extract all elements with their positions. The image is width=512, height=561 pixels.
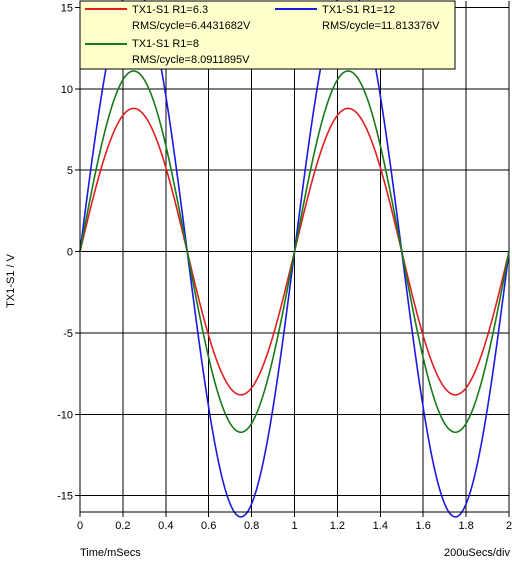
x-tick-label: 1 (291, 520, 297, 532)
x-tick-label: 1.2 (330, 520, 345, 532)
legend-rms-series-1: RMS/cycle=6.4431682V (132, 20, 251, 32)
x-tick-label: 0 (77, 520, 83, 532)
legend-label-series-1: TX1-S1 R1=6.3 (132, 4, 208, 16)
y-tick-label: 5 (67, 165, 73, 177)
legend-label-series-3: TX1-S1 R1=8 (132, 38, 199, 50)
y-tick-label: -5 (63, 328, 73, 340)
y-axis-label: TX1-S1 / V (5, 253, 17, 307)
y-tick-label: 0 (67, 247, 73, 259)
y-tick-label: 15 (61, 3, 73, 15)
y-tick-label: -15 (57, 491, 73, 503)
x-tick-label: 0.8 (244, 520, 259, 532)
y-tick-label: -10 (57, 409, 73, 421)
legend-rms-series-2: RMS/cycle=11.813376V (322, 20, 440, 32)
legend-label-series-2: TX1-S1 R1=12 (322, 4, 395, 16)
x-tick-labels: 0 0.2 0.4 0.6 0.8 1 1.2 1.4 1.6 1.8 2 (77, 520, 512, 532)
legend: TX1-S1 R1=6.3 RMS/cycle=6.4431682V TX1-S… (79, 0, 456, 70)
y-tick-labels: -15 -10 -5 0 5 10 15 (57, 3, 73, 503)
x-scale-note: 200uSecs/div (444, 547, 511, 559)
x-tick-label: 0.4 (158, 520, 173, 532)
x-tick-label: 1.8 (458, 520, 473, 532)
plot-frame (75, 1, 510, 517)
x-tick-label: 1.4 (373, 520, 388, 532)
x-axis-label: Time/mSecs (80, 547, 141, 559)
x-tick-label: 1.6 (416, 520, 431, 532)
legend-box (79, 0, 456, 70)
x-tick-label: 0.6 (201, 520, 216, 532)
series-line-3 (79, 70, 510, 434)
y-tick-label: 10 (61, 84, 73, 96)
legend-rms-series-3: RMS/cycle=8.0911895V (132, 54, 250, 66)
x-tick-label: 2 (506, 520, 512, 532)
x-tick-label: 0.2 (115, 520, 130, 532)
